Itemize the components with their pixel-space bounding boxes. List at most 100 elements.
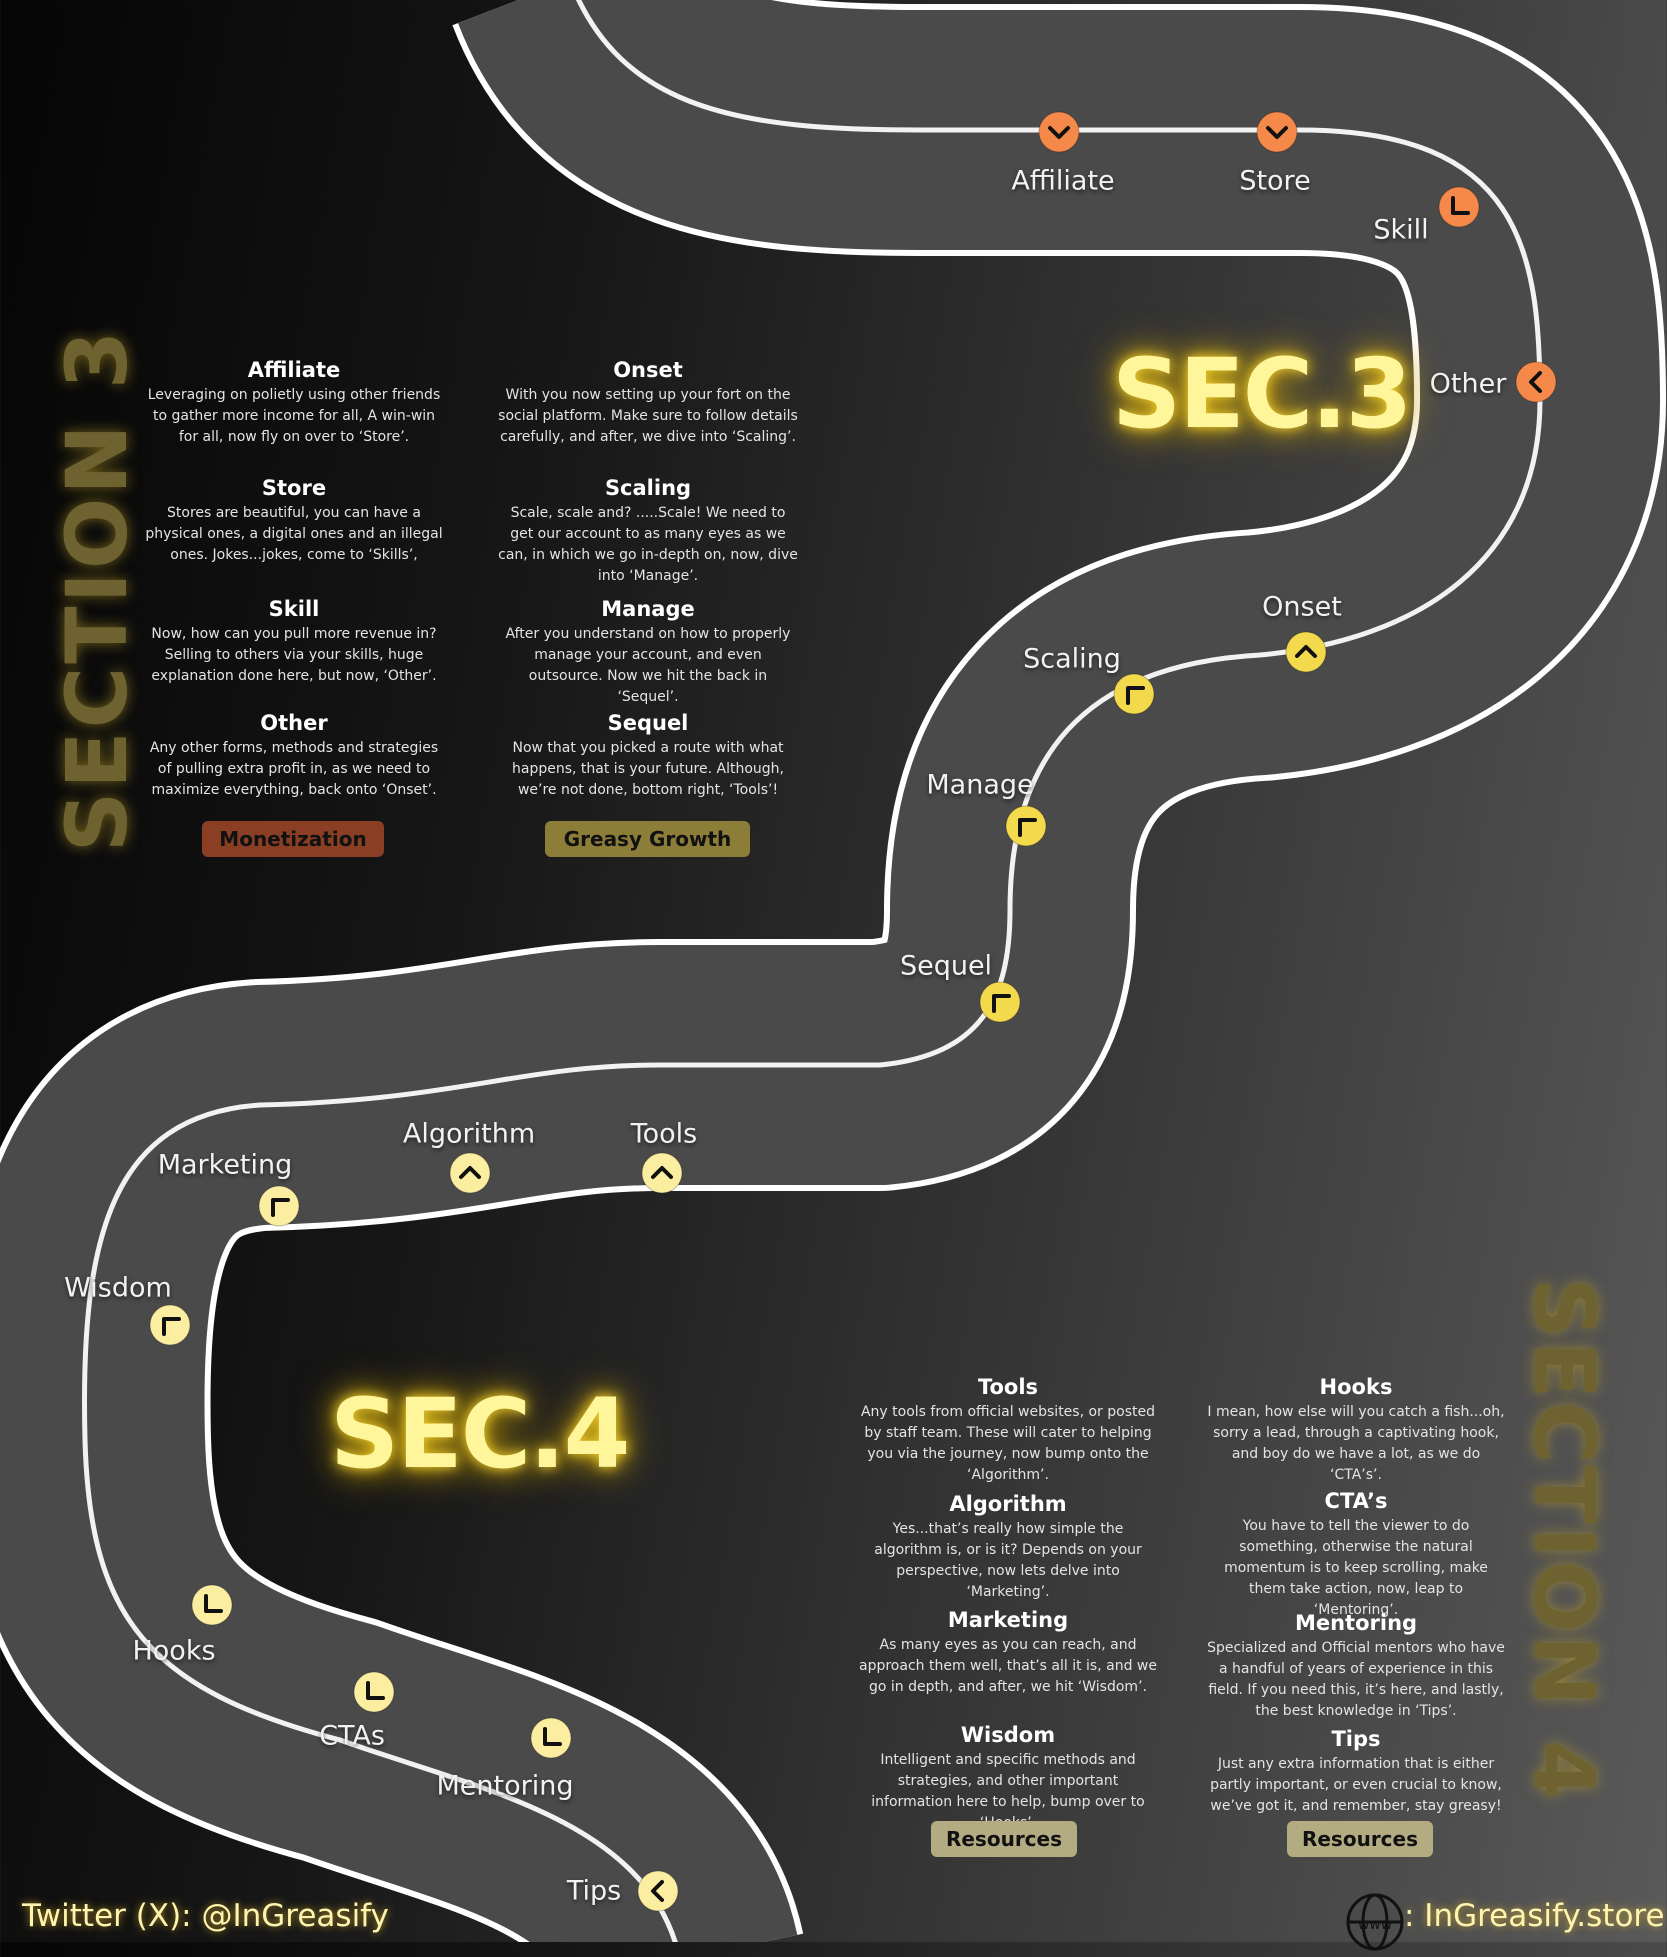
description-text: With you now setting up your fort on the… (498, 387, 798, 445)
milestone-label-marketing: Marketing (157, 1149, 293, 1181)
description-title: Sequel (607, 711, 689, 735)
other-marker-circle (1515, 361, 1557, 403)
milestone-label-other: Other (1429, 368, 1507, 400)
corner-top-left-icon (1126, 686, 1145, 705)
description-text: Leveraging on polietly using other frien… (147, 387, 441, 445)
hooks-marker (191, 1584, 233, 1626)
milestone-label-store: Store (1239, 165, 1311, 197)
milestone-label-hooks: Hooks (132, 1635, 216, 1667)
description-text: You have to tell the viewer to do someth… (1224, 1518, 1488, 1618)
milestone-label-affiliate: Affiliate (1011, 165, 1115, 197)
tips-marker-circle (637, 1870, 679, 1912)
ctas-marker-circle (353, 1671, 395, 1713)
affiliate-marker (1038, 111, 1080, 153)
section3-vertical-title: SECTION 3 (48, 327, 146, 853)
description-text: I mean, how else will you catch a fish..… (1207, 1404, 1505, 1483)
milestone-markers (149, 111, 1557, 1912)
milestone-label-wisdom: Wisdom (64, 1272, 172, 1304)
description-tools: Tools Any tools from official websites, o… (858, 1375, 1158, 1486)
corner-bottom-left-icon (543, 1727, 562, 1746)
greasy-growth-tag: Greasy Growth (545, 821, 750, 857)
manage-marker-circle (1005, 805, 1047, 847)
milestone-label-manage: Manage (926, 769, 1034, 801)
description-title: Marketing (947, 1608, 1069, 1632)
chevron-up-icon (459, 1166, 481, 1179)
other-marker (1515, 361, 1557, 403)
www-label: www (1358, 1917, 1392, 1933)
description-text: As many eyes as you can reach, and appro… (859, 1637, 1157, 1695)
sec3-title: SEC.3 (1112, 338, 1412, 450)
globe-icon: www (1345, 1892, 1405, 1951)
skill-marker (1438, 186, 1480, 228)
hooks-marker-circle (191, 1584, 233, 1626)
corner-top-left-icon (162, 1317, 181, 1336)
milestone-label-sequel: Sequel (899, 950, 993, 982)
resources-tag-right: Resources (1287, 1821, 1433, 1857)
milestone-label-algorithm: Algorithm (402, 1118, 536, 1150)
description-title: Mentoring (1294, 1611, 1418, 1635)
sequel-marker (979, 981, 1021, 1023)
description-title: Wisdom (960, 1723, 1056, 1747)
chevron-down-icon (1266, 126, 1288, 139)
description-title: Other (260, 711, 328, 735)
chevron-down-icon (1048, 126, 1070, 139)
scaling-marker (1113, 673, 1155, 715)
milestone-label-scaling: Scaling (1023, 643, 1121, 675)
description-text: Stores are beautiful, you can have a phy… (145, 505, 443, 563)
store-marker (1256, 111, 1298, 153)
chevron-up-icon (1295, 645, 1317, 658)
monetization-tag: Monetization (202, 821, 384, 857)
tools-marker-circle (641, 1152, 683, 1194)
milestone-label-mentoring: Mentoring (436, 1770, 574, 1802)
description-title: Affiliate (247, 358, 341, 382)
description-hooks: Hooks I mean, how else will you catch a f… (1206, 1375, 1506, 1486)
description-title: Onset (613, 358, 683, 382)
description-title: CTA’s (1324, 1489, 1388, 1513)
corner-top-left-icon (271, 1198, 290, 1217)
milestone-label-tips: Tips (566, 1875, 622, 1907)
twitter-handle[interactable]: Twitter (X): @InGreasify (22, 1898, 389, 1934)
description-affiliate: Affiliate Leveraging on polietly using ot… (144, 358, 444, 448)
wisdom-marker-circle (149, 1304, 191, 1346)
description-cta-s: CTA’s You have to tell the viewer to do s… (1206, 1489, 1506, 1621)
description-text: Yes...that’s really how simple the algor… (874, 1521, 1142, 1600)
corner-bottom-left-icon (366, 1681, 385, 1700)
corner-top-left-icon (1018, 818, 1037, 837)
description-title: Hooks (1319, 1375, 1393, 1399)
description-algorithm: Algorithm Yes...that’s really how simple … (858, 1492, 1158, 1603)
corner-bottom-left-icon (204, 1594, 223, 1613)
description-title: Tips (1331, 1727, 1381, 1751)
description-title: Scaling (604, 476, 692, 500)
description-text: Any tools from official websites, or pos… (860, 1404, 1155, 1483)
website-link[interactable]: : InGreasify.store (1404, 1898, 1665, 1934)
description-manage: Manage After you understand on how to pro… (498, 597, 798, 708)
sec4-title: SEC.4 (330, 1378, 630, 1490)
milestone-label-ctas: CTAs (319, 1720, 385, 1752)
description-marketing: Marketing As many eyes as you can reach, … (858, 1608, 1158, 1698)
algorithm-marker-circle (449, 1152, 491, 1194)
tools-marker (641, 1152, 683, 1194)
description-other: Other Any other forms, methods and strate… (144, 711, 444, 801)
algorithm-marker (449, 1152, 491, 1194)
sequel-marker-circle (979, 981, 1021, 1023)
chevron-left-icon (1529, 371, 1542, 393)
affiliate-marker-circle (1038, 111, 1080, 153)
milestone-label-onset: Onset (1262, 591, 1342, 623)
description-tips: Tips Just any extra information that is e… (1206, 1727, 1506, 1817)
description-sequel: Sequel Now that you picked a route with w… (498, 711, 798, 801)
mentoring-marker-circle (530, 1717, 572, 1759)
description-text: Scale, scale and? .....Scale! We need to… (498, 505, 798, 584)
skill-marker-circle (1438, 186, 1480, 228)
onset-marker-circle (1285, 631, 1327, 673)
chevron-up-icon (651, 1166, 673, 1179)
description-skill: Skill Now, how can you pull more revenue … (144, 597, 444, 687)
milestone-label-tools: Tools (630, 1118, 698, 1150)
wisdom-marker (149, 1304, 191, 1346)
manage-marker (1005, 805, 1047, 847)
chevron-left-icon (651, 1880, 664, 1902)
description-title: Algorithm (949, 1492, 1067, 1516)
description-store: Store Stores are beautiful, you can have … (144, 476, 444, 566)
corner-top-left-icon (992, 994, 1011, 1013)
description-text: Any other forms, methods and strategies … (149, 740, 439, 798)
